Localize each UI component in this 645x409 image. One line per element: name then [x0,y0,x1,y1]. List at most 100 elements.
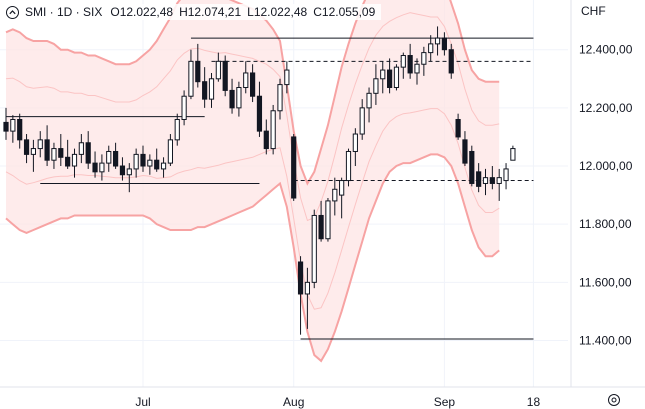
candle-body [421,52,427,65]
candle-body [476,171,482,187]
candle [113,142,119,169]
candle [284,61,290,94]
candle-body [387,69,393,89]
candle [496,168,502,201]
candle-body [373,78,379,94]
candle-body [400,55,406,68]
price-tick-label: 11.400,00 [579,334,632,348]
candle [263,119,269,155]
candle-body [434,37,441,45]
candle [160,157,167,178]
candle [428,35,434,62]
candle-body [140,153,146,167]
candle-body [339,180,345,196]
candle [215,52,221,82]
candle [510,145,516,161]
candle-body [188,60,194,97]
candle [455,113,461,140]
candle [119,157,126,181]
candle [318,200,324,242]
candle [78,134,84,164]
candle-body [277,84,283,112]
candle-body [291,136,297,199]
time-tick-label: Jul [135,395,150,409]
candle-body [311,214,317,283]
candle [51,142,57,169]
candle [23,134,30,164]
candle [448,43,454,79]
candle-body [17,118,23,141]
candle-body [85,142,91,164]
candle [17,113,23,149]
candle [250,64,256,103]
price-tick-label: 11.800,00 [579,217,632,231]
candle-body [393,66,400,89]
candle-body [78,142,84,155]
candle-body [455,118,461,138]
candle [236,81,242,117]
candle [380,61,386,94]
candle-body [215,60,221,80]
symbol-label[interactable]: SMI · 1D · SIX [25,5,103,19]
candle-body [325,200,331,240]
candle [482,168,489,196]
candle-body [126,168,132,176]
candle [58,134,64,167]
candle [92,151,98,178]
candle-body [71,153,78,167]
candle [222,55,228,97]
candle [373,64,379,105]
candle [489,166,495,190]
currency-label[interactable]: CHF [581,4,606,18]
candle-body [51,148,57,161]
candle-body [202,81,208,100]
high-value: H12.074,21 [179,5,242,19]
candle [188,49,194,100]
candle-body [428,43,434,54]
candle [208,72,215,108]
candle-body [448,49,454,74]
candle [37,131,43,158]
candle [154,148,160,172]
candle [291,134,297,201]
time-axis[interactable]: Jul Aug Sep 18 [135,395,540,409]
candle-body [195,60,201,83]
candle-body [469,150,475,184]
candle [10,115,16,143]
gear-icon[interactable] [607,393,621,407]
price-tick-label: 11.600,00 [579,275,632,289]
candle-body [147,159,153,167]
candle-body [503,168,509,182]
band-inner-lower [5,108,500,310]
candle-body [462,139,468,164]
candle-body [359,107,365,135]
candle [352,128,358,167]
candle [44,125,50,167]
candle [133,148,139,178]
candle [366,87,372,123]
candle-body [3,121,9,132]
candle [414,58,420,85]
candlesticks [3,26,516,335]
candle-body [133,153,139,170]
candle-body [37,139,43,150]
candle [229,78,235,114]
candle [407,43,413,79]
candle [345,148,352,187]
candle-body [250,72,256,97]
candle-body [414,63,420,74]
candle-body [106,150,112,164]
candle [65,139,71,169]
candle [297,256,304,335]
time-tick-label: Sep [434,395,456,409]
price-axis[interactable]: 11.400,00 11.600,00 11.800,00 12.000,00 12.2… [579,0,633,348]
candle [30,139,36,172]
chevron-up-icon[interactable] [6,5,19,19]
candle-body [352,133,358,152]
candle-body [270,110,276,150]
candle-body [113,150,119,167]
candle-body [99,162,105,173]
price-tick-label: 12.000,00 [579,159,633,173]
candle-body [441,37,447,51]
